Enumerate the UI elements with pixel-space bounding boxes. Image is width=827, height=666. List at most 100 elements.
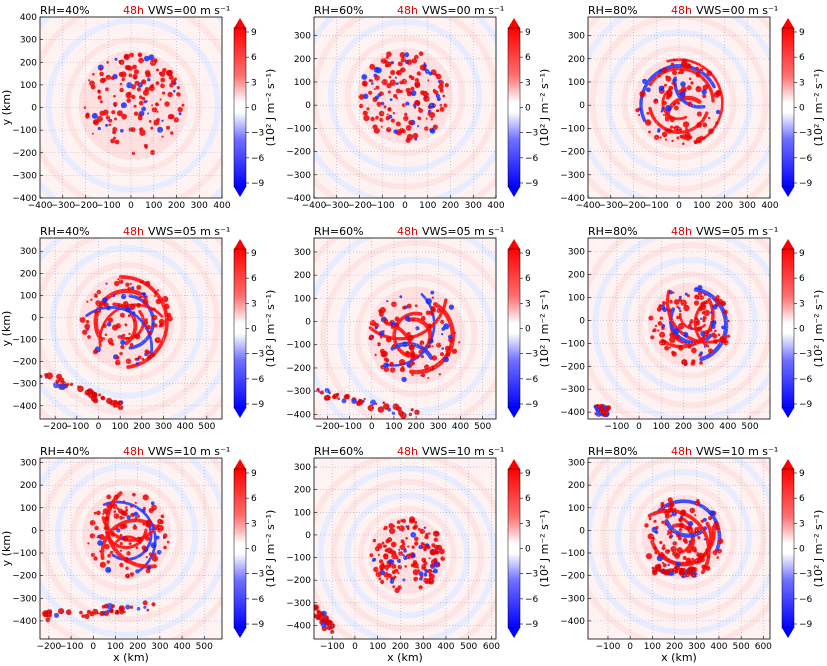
convective-cell xyxy=(141,292,146,296)
convective-cell xyxy=(432,551,436,556)
rainband-cell xyxy=(65,609,72,616)
convective-cell xyxy=(99,77,106,84)
colorbar-tick-label: 0 xyxy=(525,104,531,114)
convective-cell xyxy=(703,528,706,532)
convective-cell xyxy=(94,310,99,315)
convective-cell xyxy=(395,82,399,85)
convective-cell xyxy=(430,290,435,295)
background-ring xyxy=(621,256,759,394)
x-tick-label: −200 xyxy=(43,422,68,432)
convective-cell xyxy=(403,555,408,560)
convective-cell xyxy=(428,71,433,76)
convective-cell xyxy=(144,318,148,322)
y-tick-label: −400 xyxy=(12,402,37,412)
convective-cell xyxy=(660,326,665,330)
convective-cell xyxy=(116,110,123,117)
rainband-cell xyxy=(689,573,694,577)
spiral-band xyxy=(664,519,708,538)
convective-cell xyxy=(421,346,425,350)
convective-cell xyxy=(696,326,703,332)
x-tick-label: 400 xyxy=(213,201,230,211)
convective-cell xyxy=(376,543,383,550)
x-tick-label: −300 xyxy=(324,201,349,211)
convective-cell xyxy=(440,319,445,324)
convective-cell xyxy=(654,324,658,328)
y-tick-label: −400 xyxy=(560,617,585,627)
convective-cell xyxy=(389,361,394,367)
convective-cell xyxy=(430,306,436,311)
convective-cell xyxy=(145,556,148,559)
convective-cell xyxy=(661,131,668,138)
convective-cell xyxy=(700,301,707,308)
convective-cell xyxy=(664,522,668,526)
convective-cell xyxy=(409,516,416,523)
spiral-band xyxy=(647,508,711,575)
convective-cell xyxy=(433,537,439,542)
y-tick-label: −200 xyxy=(560,362,585,372)
convective-cell xyxy=(395,88,401,94)
convective-cell xyxy=(385,568,389,571)
convective-cell xyxy=(680,86,687,92)
convective-cell xyxy=(702,315,707,320)
convective-cell xyxy=(380,579,385,585)
x-tick-label: 300 xyxy=(191,201,208,211)
colorbar-tick-label: 3 xyxy=(251,78,257,88)
convective-cell xyxy=(361,80,368,87)
background-ring xyxy=(66,261,187,383)
convective-cell xyxy=(132,73,138,80)
convective-cell xyxy=(658,74,661,78)
y-tick-label: 0 xyxy=(305,101,311,111)
convective-cell xyxy=(646,87,651,93)
convective-cell xyxy=(158,324,162,328)
convective-cell xyxy=(372,557,377,562)
convective-cell xyxy=(662,544,666,547)
x-tick-label: 400 xyxy=(487,201,504,211)
convective-cell xyxy=(722,309,728,315)
y-tick-label: 200 xyxy=(20,269,37,279)
convective-cell xyxy=(412,525,417,530)
convective-cell xyxy=(648,130,651,134)
convective-cell xyxy=(385,116,390,121)
convective-cell xyxy=(129,343,134,347)
convective-cell xyxy=(679,91,686,97)
convective-cell xyxy=(79,316,86,323)
convective-cell xyxy=(671,351,677,357)
convective-cell xyxy=(688,540,691,543)
convective-cell xyxy=(669,332,675,338)
y-tick-label: −200 xyxy=(12,149,37,159)
convective-cell xyxy=(407,527,410,531)
convective-cell xyxy=(125,306,131,313)
convective-cell xyxy=(662,301,666,305)
convective-cell xyxy=(414,536,419,542)
convective-cell xyxy=(99,550,102,553)
convective-cell xyxy=(138,57,145,64)
convective-cell xyxy=(113,136,116,140)
colorbar-label: (10² J m⁻² s⁻¹) xyxy=(264,69,277,147)
convective-cell xyxy=(679,309,682,313)
convective-cell xyxy=(148,54,155,61)
x-tick-label: 100 xyxy=(145,201,162,211)
panel-title-time: 48h xyxy=(397,445,418,458)
rainband-cell xyxy=(690,568,693,571)
convective-cell xyxy=(700,317,703,320)
convective-cell xyxy=(428,578,435,585)
convective-cell xyxy=(143,143,148,148)
convective-cell xyxy=(414,521,418,524)
convective-cell xyxy=(124,558,129,563)
convective-cell xyxy=(102,508,109,515)
convective-cell xyxy=(416,566,420,569)
y-tick-label: 100 xyxy=(568,294,585,304)
axes-frame xyxy=(587,457,771,640)
convective-cell xyxy=(428,573,433,577)
colorbar-label: (10² J m⁻² s⁻¹) xyxy=(812,510,825,588)
convective-cell xyxy=(126,515,131,520)
rainband-cell xyxy=(98,393,102,397)
convective-cell xyxy=(387,537,393,543)
convective-cell xyxy=(677,344,684,351)
convective-cell xyxy=(658,69,663,73)
convective-cell xyxy=(646,111,650,115)
colorbar-tick-label: 3 xyxy=(525,519,531,529)
convective-cell xyxy=(146,521,150,524)
convective-cell xyxy=(663,83,667,87)
x-tick-label: −200 xyxy=(315,422,340,432)
